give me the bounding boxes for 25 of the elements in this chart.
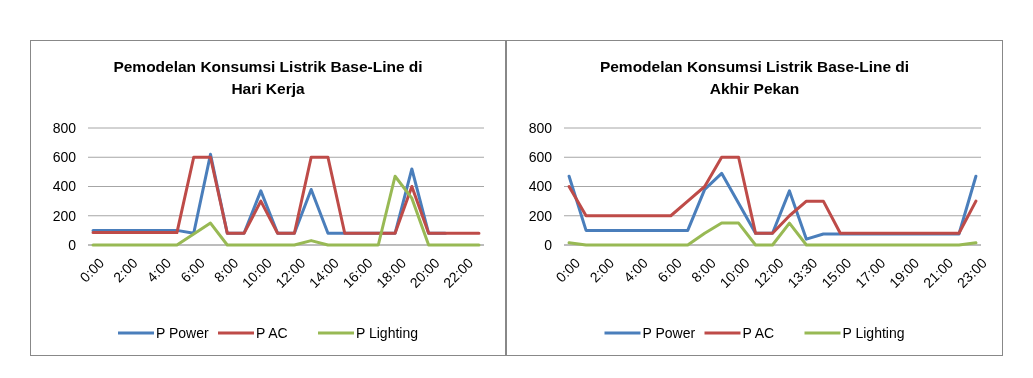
- chart-title: Pemodelan Konsumsi Listrik Base-Line di Akhir Pekan: [599, 58, 910, 97]
- line-series: [91, 174, 481, 247]
- legend-label: P Lighting: [356, 324, 419, 341]
- x-tick-label: 4:00: [620, 254, 652, 286]
- y-tick-label: 0: [68, 236, 77, 253]
- line-series: [567, 155, 978, 235]
- legend-label: P Power: [156, 324, 209, 341]
- y-tick-label: 400: [52, 178, 77, 195]
- legend-label: P Power: [642, 324, 696, 341]
- y-tick-label: 600: [528, 149, 553, 166]
- legend-label: P AC: [256, 324, 288, 341]
- y-tick-label: 800: [52, 119, 77, 136]
- y-tick-label: 0: [544, 236, 553, 253]
- y-tick-label: 200: [528, 207, 553, 224]
- legend-label: P Lighting: [842, 324, 905, 341]
- chart-title: Pemodelan Konsumsi Listrik Base-Line di Hari Kerja: [113, 58, 423, 97]
- y-tick-label: 600: [52, 149, 77, 166]
- legend-label: P AC: [742, 324, 775, 341]
- y-tick-label: 800: [528, 119, 553, 136]
- y-tick-label: 400: [528, 178, 553, 195]
- x-tick-label: 6:00: [654, 254, 685, 286]
- line-series: [567, 221, 978, 247]
- x-tick-label: 6:00: [177, 254, 208, 286]
- x-tick-label: 8:00: [688, 254, 719, 286]
- y-tick-label: 200: [52, 207, 77, 224]
